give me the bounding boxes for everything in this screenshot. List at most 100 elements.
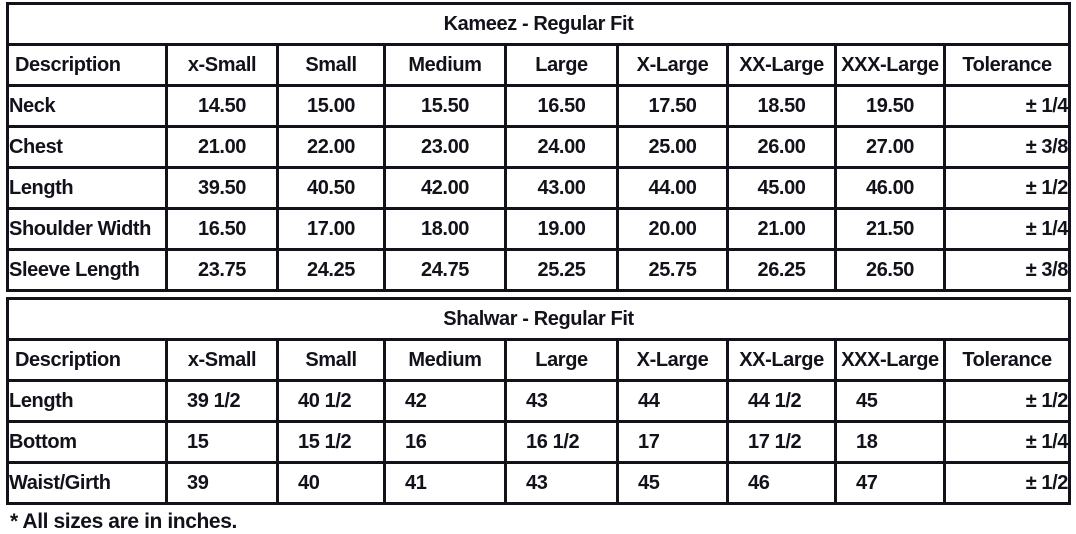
- tolerance-cell: ± 1/4: [942, 84, 1072, 128]
- tolerance-cell: ± 1/2: [942, 379, 1072, 423]
- size-cell: 25.25: [504, 248, 619, 292]
- tolerance-cell: ± 1/2: [942, 461, 1072, 505]
- column-header: Tolerance: [942, 338, 1072, 382]
- table-row: Sleeve Length 23.75 24.25 24.75 25.25 25.75 26…: [6, 248, 1072, 292]
- table-row: Neck 14.50 15.00 15.50 16.50 17.50 18.50 19.50 ±…: [6, 84, 1072, 128]
- column-header: XXX-Large: [834, 338, 946, 382]
- column-header: Medium: [383, 338, 507, 382]
- column-header-row: Description x-Small Small Medium Large X-Larg…: [6, 338, 1072, 382]
- size-cell: 23.00: [383, 125, 507, 169]
- column-header: X-Large: [616, 338, 729, 382]
- size-cell: 40: [276, 461, 386, 505]
- column-header: Tolerance: [942, 43, 1072, 87]
- table-row: Chest 21.00 22.00 23.00 24.00 25.00 26.00 27.00…: [6, 125, 1072, 169]
- table-title-row: Kameez - Regular Fit: [5, 2, 1072, 46]
- size-cell: 17.00: [276, 207, 386, 251]
- size-cell: 17: [616, 420, 729, 464]
- size-cell: 44 1/2: [726, 379, 837, 423]
- tolerance-cell: ± 1/2: [942, 166, 1072, 210]
- size-cell: 42.00: [383, 166, 507, 210]
- size-cell: 15.50: [383, 84, 507, 128]
- size-cell: 47: [834, 461, 946, 505]
- column-header: XXX-Large: [834, 43, 946, 87]
- size-cell: 26.25: [726, 248, 837, 292]
- size-cell: 15.00: [276, 84, 386, 128]
- column-header: x-Small: [165, 43, 279, 87]
- size-cell: 39: [165, 461, 279, 505]
- table-title: Kameez - Regular Fit: [5, 2, 1072, 46]
- size-cell: 24.25: [276, 248, 386, 292]
- kameez-size-table: Kameez - Regular Fit Description x-Small Sm…: [5, 2, 1072, 292]
- tolerance-cell: ± 3/8: [942, 248, 1072, 292]
- size-cell: 43.00: [504, 166, 619, 210]
- column-header: Description: [6, 43, 168, 87]
- table-title-row: Shalwar - Regular Fit: [5, 297, 1072, 341]
- row-label: Waist/Girth: [6, 461, 168, 505]
- size-cell: 45: [834, 379, 946, 423]
- size-cell: 26.00: [726, 125, 837, 169]
- size-cell: 44.00: [616, 166, 729, 210]
- size-cell: 45: [616, 461, 729, 505]
- size-cell: 40 1/2: [276, 379, 386, 423]
- column-header: Large: [504, 43, 619, 87]
- size-cell: 39.50: [165, 166, 279, 210]
- size-cell: 42: [383, 379, 507, 423]
- size-cell: 16.50: [504, 84, 619, 128]
- size-cell: 46.00: [834, 166, 946, 210]
- size-cell: 27.00: [834, 125, 946, 169]
- size-cell: 19.00: [504, 207, 619, 251]
- size-cell: 25.00: [616, 125, 729, 169]
- size-cell: 14.50: [165, 84, 279, 128]
- size-cell: 17.50: [616, 84, 729, 128]
- row-label: Shoulder Width: [6, 207, 168, 251]
- size-cell: 15 1/2: [276, 420, 386, 464]
- footnote: * All sizes are in inches.: [10, 510, 237, 533]
- size-cell: 16.50: [165, 207, 279, 251]
- size-cell: 44: [616, 379, 729, 423]
- column-header: Medium: [383, 43, 507, 87]
- table-row: Waist/Girth 39 40 41 43 45 46 47 ± 1/2: [6, 461, 1072, 505]
- size-cell: 15: [165, 420, 279, 464]
- table-title: Shalwar - Regular Fit: [5, 297, 1072, 341]
- size-cell: 22.00: [276, 125, 386, 169]
- size-cell: 25.75: [616, 248, 729, 292]
- column-header: XX-Large: [726, 43, 837, 87]
- row-label: Sleeve Length: [6, 248, 168, 292]
- size-cell: 23.75: [165, 248, 279, 292]
- size-cell: 16: [383, 420, 507, 464]
- size-cell: 39 1/2: [165, 379, 279, 423]
- column-header-row: Description x-Small Small Medium Large X-Larg…: [6, 43, 1072, 87]
- table-row: Shoulder Width 16.50 17.00 18.00 19.00 20.00 2…: [6, 207, 1072, 251]
- column-header: X-Large: [616, 43, 729, 87]
- column-header: Small: [276, 43, 386, 87]
- size-cell: 46: [726, 461, 837, 505]
- size-cell: 16 1/2: [504, 420, 619, 464]
- tolerance-cell: ± 1/4: [942, 420, 1072, 464]
- shalwar-size-table: Shalwar - Regular Fit Description x-Small S…: [5, 297, 1072, 505]
- size-cell: 40.50: [276, 166, 386, 210]
- size-cell: 21.50: [834, 207, 946, 251]
- table-row: Length 39 1/2 40 1/2 42 43 44 44 1/2 45 ± 1/2: [6, 379, 1072, 423]
- size-cell: 18: [834, 420, 946, 464]
- row-label: Chest: [6, 125, 168, 169]
- column-header: Description: [6, 338, 168, 382]
- row-label: Length: [6, 166, 168, 210]
- column-header: Large: [504, 338, 619, 382]
- size-cell: 24.75: [383, 248, 507, 292]
- column-header: x-Small: [165, 338, 279, 382]
- size-cell: 20.00: [616, 207, 729, 251]
- table-row: Bottom 15 15 1/2 16 16 1/2 17 17 1/2 18 ± 1/4: [6, 420, 1072, 464]
- size-cell: 17 1/2: [726, 420, 837, 464]
- size-cell: 43: [504, 379, 619, 423]
- tolerance-cell: ± 1/4: [942, 207, 1072, 251]
- row-label: Bottom: [6, 420, 168, 464]
- tolerance-cell: ± 3/8: [942, 125, 1072, 169]
- size-cell: 26.50: [834, 248, 946, 292]
- size-cell: 43: [504, 461, 619, 505]
- size-cell: 19.50: [834, 84, 946, 128]
- column-header: XX-Large: [726, 338, 837, 382]
- row-label: Neck: [6, 84, 168, 128]
- size-cell: 21.00: [726, 207, 837, 251]
- column-header: Small: [276, 338, 386, 382]
